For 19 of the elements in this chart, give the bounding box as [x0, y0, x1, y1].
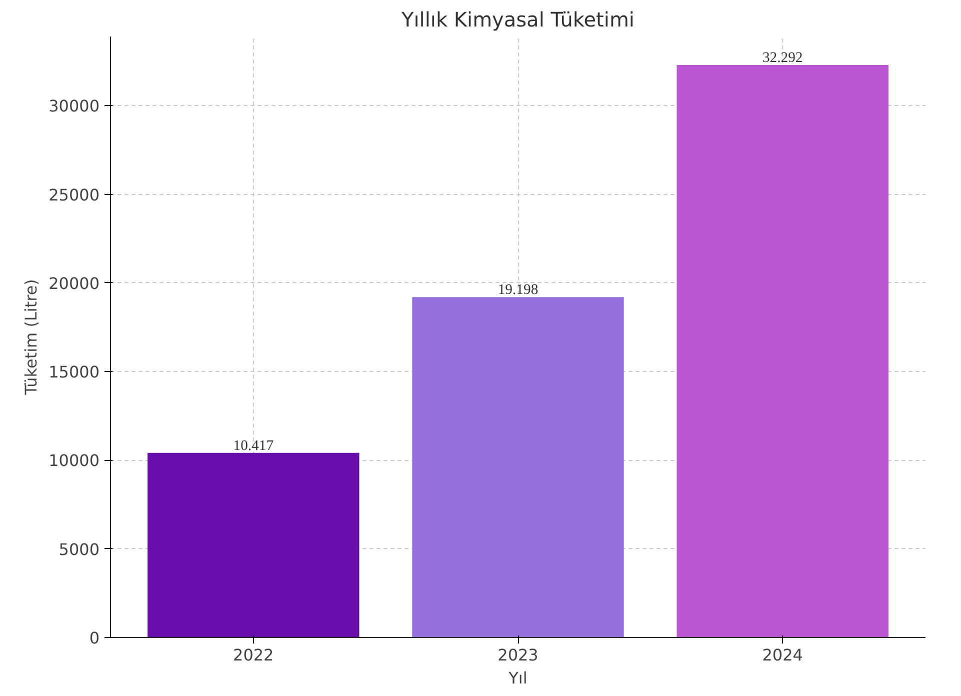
x-tick-label: 2022: [233, 646, 274, 664]
bar: [148, 452, 360, 638]
x-tick-label: 2023: [498, 646, 538, 664]
y-tick-label: 25000: [48, 185, 100, 204]
data-label: 19.198: [498, 282, 538, 298]
y-tick-label: 10000: [48, 451, 100, 470]
bar: [412, 297, 624, 638]
x-tick-label: 2024: [762, 646, 803, 664]
y-axis-title: Tüketim (Litre): [22, 279, 41, 396]
y-tick-label: 0: [89, 628, 100, 648]
bar: [676, 65, 888, 638]
data-label: 10.417: [233, 438, 274, 454]
y-tick-label: 20000: [48, 274, 100, 293]
y-tick-label: 30000: [48, 96, 100, 116]
y-tick-label: 15000: [48, 362, 100, 382]
chart-title: Yıllık Kimyasal Tüketimi: [400, 8, 634, 32]
x-axis-title: Yıl: [508, 668, 528, 688]
y-tick-label: 5000: [58, 540, 100, 559]
data-label: 32.292: [762, 50, 803, 66]
